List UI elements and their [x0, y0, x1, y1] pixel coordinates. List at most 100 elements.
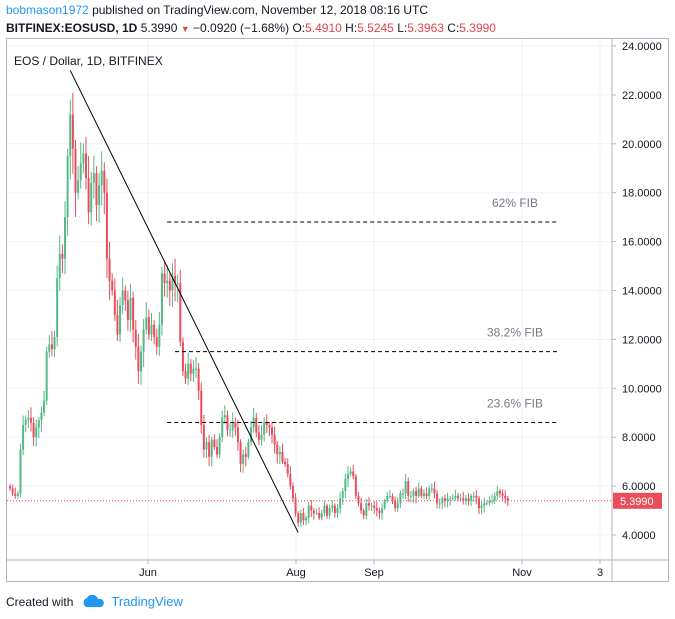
candle [422, 489, 425, 499]
candle-body [278, 451, 281, 455]
candle [331, 500, 334, 513]
candle [66, 148, 69, 236]
candle-body [383, 500, 386, 509]
author-link[interactable]: bobmason1972 [6, 3, 89, 17]
candle-body [56, 278, 59, 337]
x-tick-label: Aug [286, 567, 306, 579]
candle-body [242, 454, 245, 465]
candle-body [399, 493, 402, 504]
candle-body [425, 493, 428, 496]
candle-body [488, 500, 491, 504]
candle-body [98, 185, 101, 205]
candle [451, 494, 454, 501]
candle [195, 356, 198, 378]
candle [64, 201, 67, 275]
candle [24, 415, 27, 433]
candle [297, 511, 300, 527]
candle [124, 285, 127, 311]
candle-body [226, 415, 229, 430]
footer: Created with TradingView [6, 594, 183, 609]
candle [446, 492, 449, 508]
candle [244, 446, 247, 467]
candle [346, 466, 349, 488]
candle-body [428, 488, 431, 496]
candle [43, 390, 46, 417]
candle [119, 296, 122, 342]
candle [229, 422, 232, 437]
candle [153, 320, 156, 345]
candle [399, 490, 402, 508]
candle-body [485, 503, 488, 505]
candle-body [373, 505, 376, 509]
candle-body [323, 505, 326, 513]
candle-body [40, 412, 43, 421]
candle-body [394, 500, 397, 509]
candle-body [66, 156, 69, 218]
candle [443, 494, 446, 508]
candle-body [223, 415, 226, 418]
candle-body [90, 182, 93, 213]
candle [286, 458, 289, 478]
candle-body [168, 280, 171, 291]
candle-body [449, 498, 452, 500]
candle [299, 509, 302, 527]
candle-body [35, 427, 38, 438]
candle [247, 438, 250, 460]
chart-frame[interactable] [6, 38, 669, 582]
candle-body [333, 505, 336, 513]
candle-body [150, 324, 153, 335]
candle [404, 473, 407, 500]
candle-body [84, 153, 87, 179]
candle-body [179, 283, 182, 342]
candle [336, 504, 339, 518]
candle-body [255, 417, 258, 433]
candle-body [37, 420, 40, 428]
created-with-text: Created with [6, 594, 74, 609]
candle [349, 467, 352, 477]
candle [323, 500, 326, 516]
candle-body [326, 505, 329, 516]
candle-body [501, 493, 504, 496]
candle [187, 352, 190, 385]
candle-body [189, 363, 192, 374]
candle-body [260, 434, 263, 440]
candle [174, 258, 177, 302]
candle [417, 482, 420, 498]
candle [412, 488, 415, 503]
candle-body [218, 437, 221, 455]
candle-body [247, 442, 250, 457]
candle [90, 171, 93, 226]
candle [506, 495, 509, 507]
candle [168, 273, 171, 306]
candle [378, 507, 381, 520]
x-tick-label: Sep [364, 567, 384, 579]
candle-body [491, 500, 494, 502]
candle [100, 151, 103, 206]
candle-body [147, 317, 150, 335]
candle [357, 492, 360, 507]
candle-body [436, 493, 439, 504]
candle-body [339, 498, 342, 509]
candle-body [134, 329, 137, 347]
candle [181, 337, 184, 376]
candle-body [462, 498, 465, 501]
candle [341, 487, 344, 505]
candle-body [43, 400, 46, 413]
candle-body [155, 336, 158, 347]
candle [464, 494, 467, 505]
tradingview-link[interactable]: TradingView [111, 594, 183, 609]
open-value: 5.4910 [305, 21, 342, 35]
candle-body [45, 351, 48, 401]
candle-body [119, 305, 122, 335]
candle [352, 465, 355, 480]
candle [257, 425, 260, 446]
candle [302, 508, 305, 526]
candle-body [187, 363, 190, 379]
candle [77, 166, 80, 200]
candle [339, 492, 342, 514]
candle [365, 499, 368, 520]
candle-body [158, 324, 161, 347]
close-value: 5.3990 [459, 21, 496, 35]
candle-body [121, 290, 124, 306]
